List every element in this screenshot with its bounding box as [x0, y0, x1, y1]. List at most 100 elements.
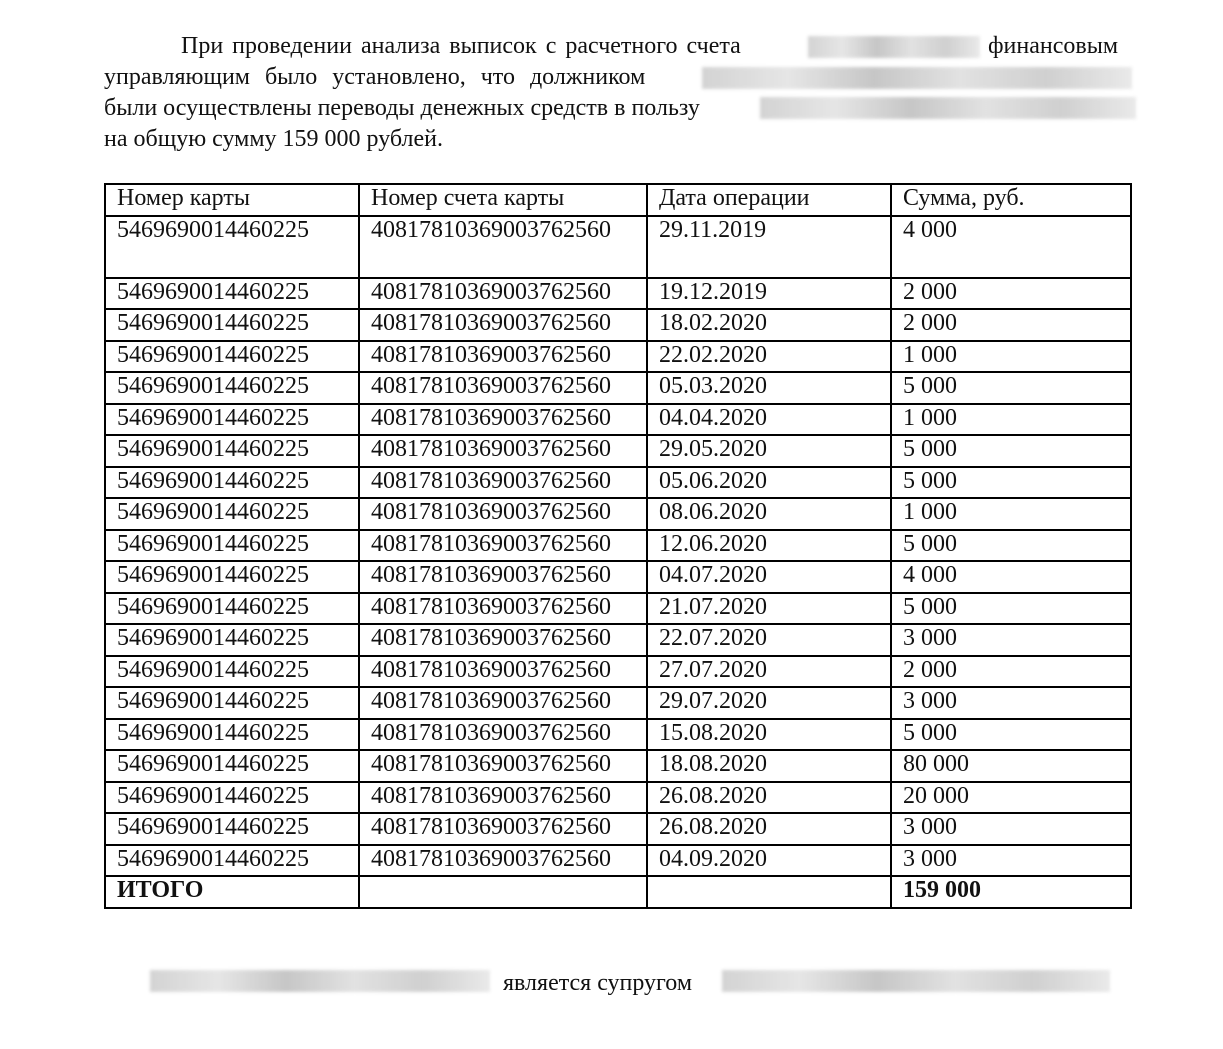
table-row: 5469690014460225 40817810369003762560 04.0…	[104, 402, 1132, 436]
account-number-cell: 40817810369003762560	[358, 465, 648, 499]
amount-cell: 5 000	[890, 717, 1132, 751]
card-number-cell: 5469690014460225	[104, 812, 360, 846]
card-number-cell: 5469690014460225	[104, 686, 360, 720]
table-row: 5469690014460225 40817810369003762560 27.0…	[104, 654, 1132, 688]
header-date: Дата операции	[646, 183, 892, 217]
card-number-cell: 5469690014460225	[104, 276, 360, 310]
amount-cell: 5 000	[890, 371, 1132, 405]
date-cell: 26.08.2020	[646, 780, 892, 814]
table-row: 5469690014460225 40817810369003762560 29.1…	[104, 214, 1132, 279]
account-number-cell: 40817810369003762560	[358, 749, 648, 783]
header-amount: Сумма, руб.	[890, 183, 1132, 217]
card-number-cell: 5469690014460225	[104, 465, 360, 499]
account-number-cell: 40817810369003762560	[358, 843, 648, 877]
amount-cell: 3 000	[890, 812, 1132, 846]
redacted-debtor	[702, 67, 1132, 89]
paragraph-line-1a: При проведении анализа выписок с расчетн…	[181, 33, 741, 59]
table-row: 5469690014460225 40817810369003762560 18.0…	[104, 749, 1132, 783]
amount-cell: 1 000	[890, 497, 1132, 531]
account-number-cell: 40817810369003762560	[358, 434, 648, 468]
card-number-cell: 5469690014460225	[104, 214, 360, 279]
amount-cell: 5 000	[890, 591, 1132, 625]
total-empty-cell	[358, 875, 648, 909]
total-sum: 159 000	[890, 875, 1132, 909]
card-number-cell: 5469690014460225	[104, 623, 360, 657]
date-cell: 29.07.2020	[646, 686, 892, 720]
date-cell: 29.05.2020	[646, 434, 892, 468]
amount-cell: 3 000	[890, 623, 1132, 657]
table-row: 5469690014460225 40817810369003762560 04.0…	[104, 560, 1132, 594]
date-cell: 12.06.2020	[646, 528, 892, 562]
account-number-cell: 40817810369003762560	[358, 717, 648, 751]
amount-cell: 3 000	[890, 686, 1132, 720]
footer-text: является супругом	[503, 970, 693, 996]
table-row: 5469690014460225 40817810369003762560 22.0…	[104, 623, 1132, 657]
header-card-number: Номер карты	[104, 183, 360, 217]
amount-cell: 80 000	[890, 749, 1132, 783]
amount-cell: 5 000	[890, 434, 1132, 468]
table-row: 5469690014460225 40817810369003762560 22.0…	[104, 339, 1132, 373]
amount-cell: 20 000	[890, 780, 1132, 814]
date-cell: 18.08.2020	[646, 749, 892, 783]
transactions-table: Номер карты Номер счета карты Дата опера…	[104, 183, 1132, 909]
date-cell: 21.07.2020	[646, 591, 892, 625]
account-number-cell: 40817810369003762560	[358, 591, 648, 625]
card-number-cell: 5469690014460225	[104, 591, 360, 625]
table-header-row: Номер карты Номер счета карты Дата опера…	[104, 183, 1132, 217]
table-row: 5469690014460225 40817810369003762560 08.0…	[104, 497, 1132, 531]
amount-cell: 5 000	[890, 528, 1132, 562]
card-number-cell: 5469690014460225	[104, 717, 360, 751]
date-cell: 04.09.2020	[646, 843, 892, 877]
account-number-cell: 40817810369003762560	[358, 402, 648, 436]
account-number-cell: 40817810369003762560	[358, 654, 648, 688]
account-number-cell: 40817810369003762560	[358, 560, 648, 594]
paragraph-line-3: были осуществлены переводы денежных сред…	[104, 95, 700, 121]
card-number-cell: 5469690014460225	[104, 497, 360, 531]
table-row: 5469690014460225 40817810369003762560 29.0…	[104, 686, 1132, 720]
account-number-cell: 40817810369003762560	[358, 276, 648, 310]
amount-cell: 2 000	[890, 308, 1132, 342]
account-number-cell: 40817810369003762560	[358, 308, 648, 342]
account-number-cell: 40817810369003762560	[358, 214, 648, 279]
table-row: 5469690014460225 40817810369003762560 05.0…	[104, 371, 1132, 405]
account-number-cell: 40817810369003762560	[358, 371, 648, 405]
redacted-recipient	[760, 97, 1136, 119]
account-number-cell: 40817810369003762560	[358, 497, 648, 531]
account-number-cell: 40817810369003762560	[358, 812, 648, 846]
date-cell: 26.08.2020	[646, 812, 892, 846]
account-number-cell: 40817810369003762560	[358, 528, 648, 562]
card-number-cell: 5469690014460225	[104, 434, 360, 468]
table-row: 5469690014460225 40817810369003762560 05.0…	[104, 465, 1132, 499]
card-number-cell: 5469690014460225	[104, 528, 360, 562]
card-number-cell: 5469690014460225	[104, 780, 360, 814]
total-row: ИТОГО 159 000	[104, 875, 1132, 909]
table-row: 5469690014460225 40817810369003762560 12.0…	[104, 528, 1132, 562]
date-cell: 04.04.2020	[646, 402, 892, 436]
date-cell: 29.11.2019	[646, 214, 892, 279]
date-cell: 08.06.2020	[646, 497, 892, 531]
date-cell: 05.03.2020	[646, 371, 892, 405]
amount-cell: 3 000	[890, 843, 1132, 877]
total-label: ИТОГО	[104, 875, 360, 909]
date-cell: 04.07.2020	[646, 560, 892, 594]
redacted-account	[808, 36, 980, 58]
card-number-cell: 5469690014460225	[104, 339, 360, 373]
card-number-cell: 5469690014460225	[104, 560, 360, 594]
table-row: 5469690014460225 40817810369003762560 26.0…	[104, 780, 1132, 814]
paragraph-line-4: на общую сумму 159 000 рублей.	[104, 126, 443, 152]
date-cell: 22.02.2020	[646, 339, 892, 373]
card-number-cell: 5469690014460225	[104, 654, 360, 688]
redacted-person	[150, 970, 490, 992]
table-row: 5469690014460225 40817810369003762560 15.0…	[104, 717, 1132, 751]
date-cell: 05.06.2020	[646, 465, 892, 499]
table-row: 5469690014460225 40817810369003762560 26.0…	[104, 812, 1132, 846]
table-row: 5469690014460225 40817810369003762560 21.0…	[104, 591, 1132, 625]
date-cell: 22.07.2020	[646, 623, 892, 657]
account-number-cell: 40817810369003762560	[358, 686, 648, 720]
total-empty-cell	[646, 875, 892, 909]
date-cell: 27.07.2020	[646, 654, 892, 688]
redacted-spouse	[722, 970, 1110, 992]
amount-cell: 4 000	[890, 214, 1132, 279]
paragraph-line-2: управляющим было установлено, что должни…	[104, 64, 646, 90]
account-number-cell: 40817810369003762560	[358, 339, 648, 373]
